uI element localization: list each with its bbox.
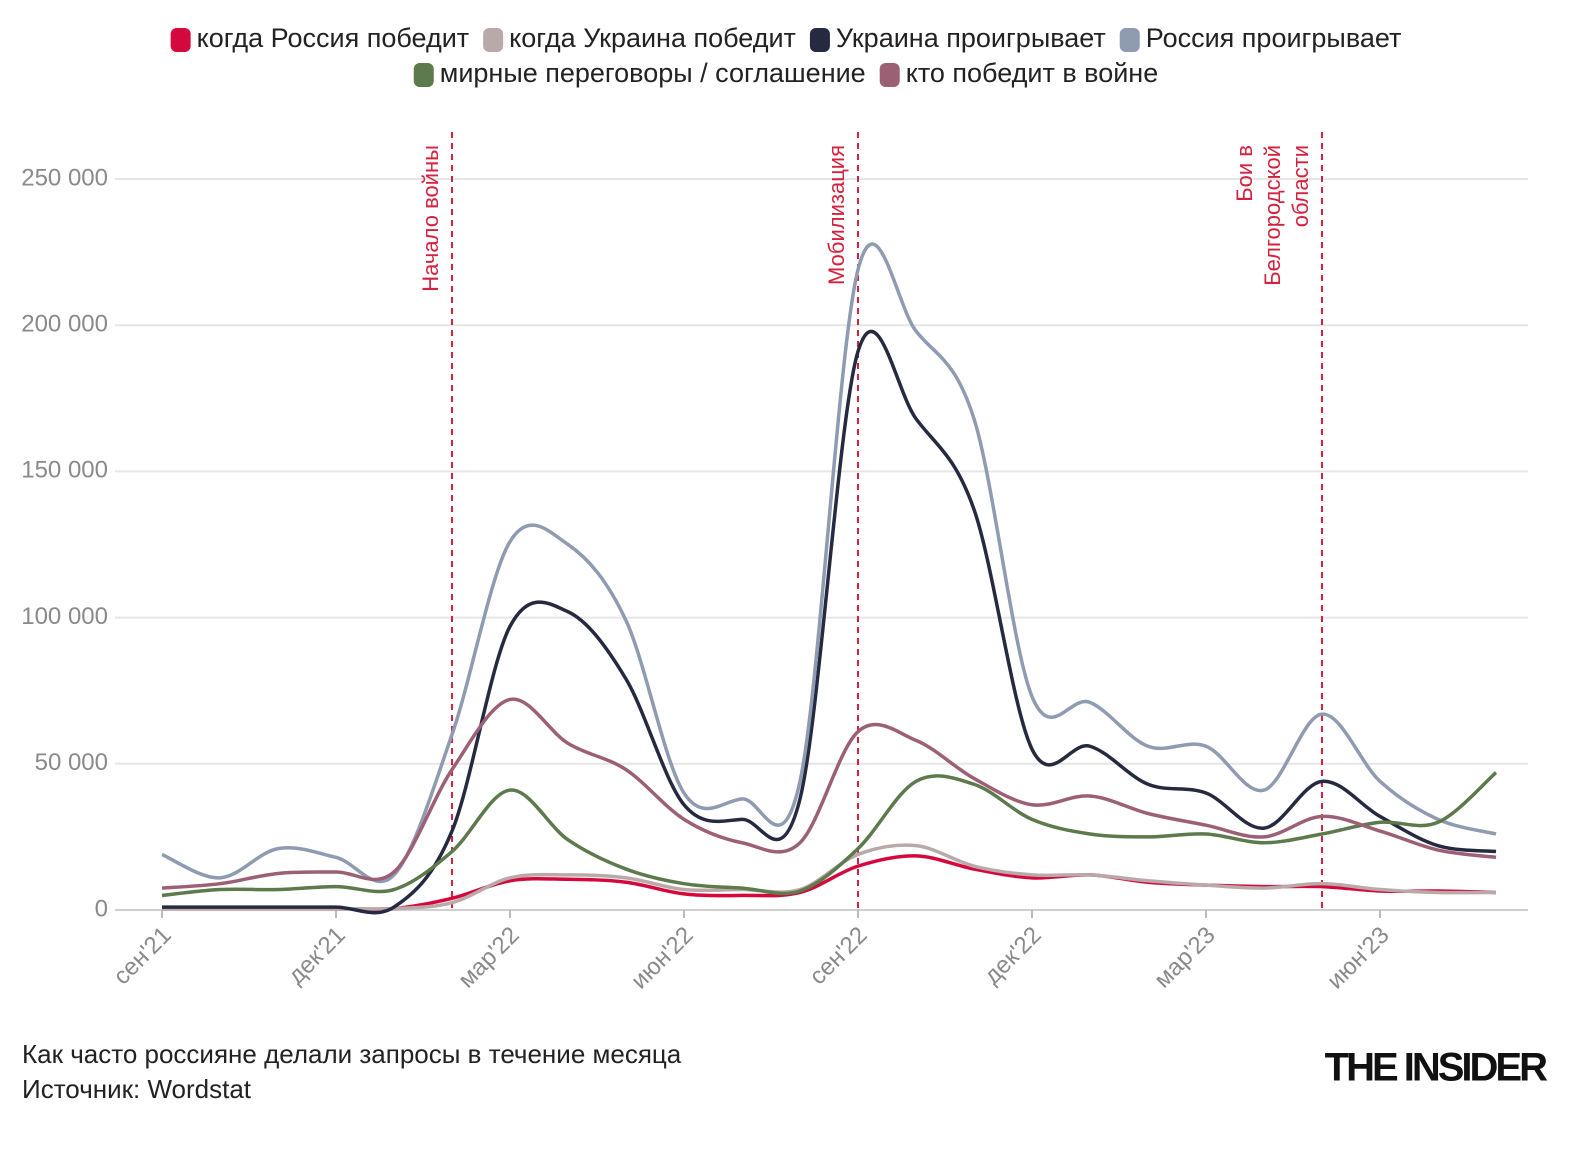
legend-row: когда Россия победит когда Украина победи… [170, 23, 1402, 53]
series-line [161, 697, 1497, 890]
x-tick-label: июн'23 [1322, 922, 1395, 995]
y-tick-label: 100 000 [21, 603, 108, 630]
legend-swatch [879, 63, 900, 87]
legend-label: когда Россия победит [197, 23, 470, 53]
legend-swatch [170, 28, 191, 52]
x-tick-label: мар'22 [453, 922, 525, 994]
y-tick-label: 200 000 [21, 311, 108, 338]
x-tick-label: дек'22 [979, 922, 1047, 990]
x-tick-label: июн'22 [626, 922, 699, 995]
y-tick-label: 0 [95, 895, 108, 922]
legend-label: мирные переговоры / соглашение [440, 58, 866, 88]
y-tick-label: 250 000 [21, 164, 108, 191]
series-line [161, 242, 1497, 884]
x-tick-label: мар'23 [1149, 922, 1221, 994]
series-line [161, 771, 1498, 898]
logo: THE INSIDER [1325, 1046, 1548, 1090]
y-tick-label: 50 000 [35, 749, 108, 776]
event-label: Белгородской [1260, 145, 1285, 286]
series-line [161, 854, 1497, 912]
event-label: Мобилизация [824, 145, 849, 285]
legend-swatch [413, 63, 434, 87]
x-tick-label: сен'21 [108, 922, 177, 991]
y-tick-label: 150 000 [21, 457, 108, 484]
legend-label: когда Украина победит [509, 23, 796, 53]
event-label: Бои в [1232, 145, 1257, 202]
x-tick-label: сен'22 [804, 922, 873, 991]
caption: Как часто россияне делали запросы в тече… [22, 1039, 682, 1069]
legend-label: Украина проигрывает [836, 23, 1106, 53]
legend-label: Россия проигрывает [1146, 23, 1402, 53]
event-label: области [1288, 145, 1313, 227]
legend-swatch [1119, 28, 1140, 52]
legend-label: кто победит в войне [906, 58, 1159, 88]
legend-row: мирные переговоры / соглашение кто победи… [413, 58, 1159, 88]
legend-swatch [483, 28, 504, 52]
event-label: Начало войны [418, 145, 443, 292]
x-tick-label: дек'21 [283, 922, 351, 990]
source: Источник: Wordstat [22, 1074, 252, 1104]
legend-swatch [809, 28, 830, 52]
